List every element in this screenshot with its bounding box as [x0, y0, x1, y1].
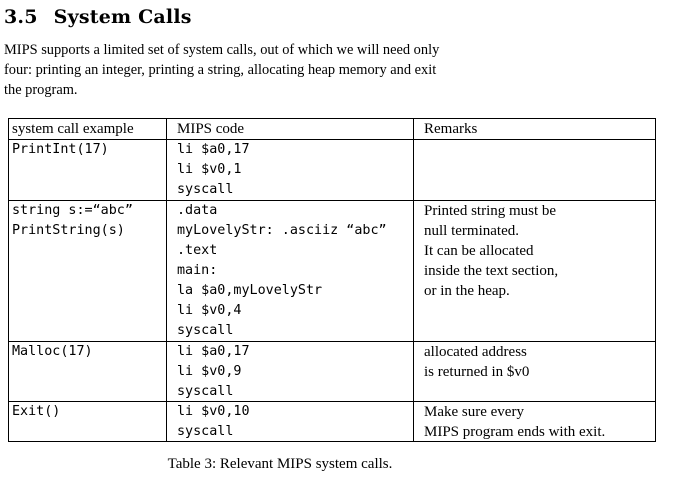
- example-line: string s:=“abc”: [12, 203, 133, 218]
- table-row-example: string s:=“abc” PrintString(s): [12, 201, 133, 241]
- section-heading: 3.5 System Calls: [4, 6, 192, 28]
- remark-line: null terminated.: [424, 223, 519, 239]
- code-line: .text: [177, 243, 218, 258]
- intro-line: MIPS supports a limited set of system ca…: [4, 42, 440, 58]
- code-line: syscall: [177, 424, 234, 439]
- remark-line: is returned in $v0: [424, 364, 530, 380]
- code-line: la $a0,myLovelyStr: [177, 283, 323, 298]
- remark-line: Make sure every: [424, 404, 524, 420]
- intro-line: the program.: [4, 82, 78, 98]
- intro-paragraph: MIPS supports a limited set of system ca…: [4, 40, 604, 100]
- code-line: main:: [177, 263, 218, 278]
- code-line: li $v0,10: [177, 404, 250, 419]
- table-row-code: li $v0,10 syscall: [177, 402, 250, 442]
- example-line: Exit(): [12, 404, 61, 419]
- code-line: .data: [177, 203, 218, 218]
- code-line: li $v0,4: [177, 303, 242, 318]
- table-row-code: .data myLovelyStr: .asciiz “abc” .text m…: [177, 201, 387, 341]
- table-row-example: PrintInt(17): [12, 140, 109, 160]
- code-line: syscall: [177, 182, 234, 197]
- column-divider: [413, 119, 414, 441]
- header-remarks: Remarks: [424, 121, 478, 137]
- table-row-example: Malloc(17): [12, 342, 93, 362]
- code-line: li $v0,1: [177, 162, 242, 177]
- remark-line: Printed string must be: [424, 203, 557, 219]
- table-row-example: Exit(): [12, 402, 60, 422]
- code-line: li $a0,17: [177, 344, 250, 359]
- row-divider: [9, 401, 655, 402]
- example-line: PrintInt(17): [12, 142, 109, 157]
- table-row-code: li $a0,17 li $v0,9 syscall: [177, 342, 250, 402]
- column-divider: [166, 119, 167, 441]
- remark-line: It can be allocated: [424, 243, 534, 259]
- remark-line: or in the heap.: [424, 283, 510, 299]
- system-calls-table: system call example MIPS code Remarks Pr…: [8, 118, 656, 442]
- remark-line: MIPS program ends with exit.: [424, 424, 606, 440]
- table-caption: Table 3: Relevant MIPS system calls.: [167, 456, 393, 472]
- table-row-remarks: Make sure every MIPS program ends with e…: [424, 402, 605, 442]
- table-row-remarks: Printed string must be null terminated. …: [424, 201, 558, 301]
- example-line: PrintString(s): [12, 223, 125, 238]
- code-line: li $a0,17: [177, 142, 250, 157]
- example-line: Malloc(17): [12, 344, 93, 359]
- row-divider: [9, 341, 655, 342]
- row-divider: [9, 139, 655, 140]
- table-row-code: li $a0,17 li $v0,1 syscall: [177, 140, 250, 200]
- section-title: System Calls: [53, 6, 192, 28]
- code-line: li $v0,9: [177, 364, 242, 379]
- remark-line: allocated address: [424, 344, 527, 360]
- code-line: syscall: [177, 323, 234, 338]
- header-mips-code: MIPS code: [177, 121, 245, 137]
- intro-line: four: printing an integer, printing a st…: [4, 62, 437, 78]
- code-line: syscall: [177, 384, 234, 399]
- table-row-remarks: allocated address is returned in $v0: [424, 342, 529, 382]
- header-system-call-example: system call example: [12, 121, 134, 137]
- remark-line: inside the text section,: [424, 263, 559, 279]
- section-number: 3.5: [4, 6, 38, 28]
- row-divider: [9, 200, 655, 201]
- code-line: myLovelyStr: .asciiz “abc”: [177, 223, 387, 238]
